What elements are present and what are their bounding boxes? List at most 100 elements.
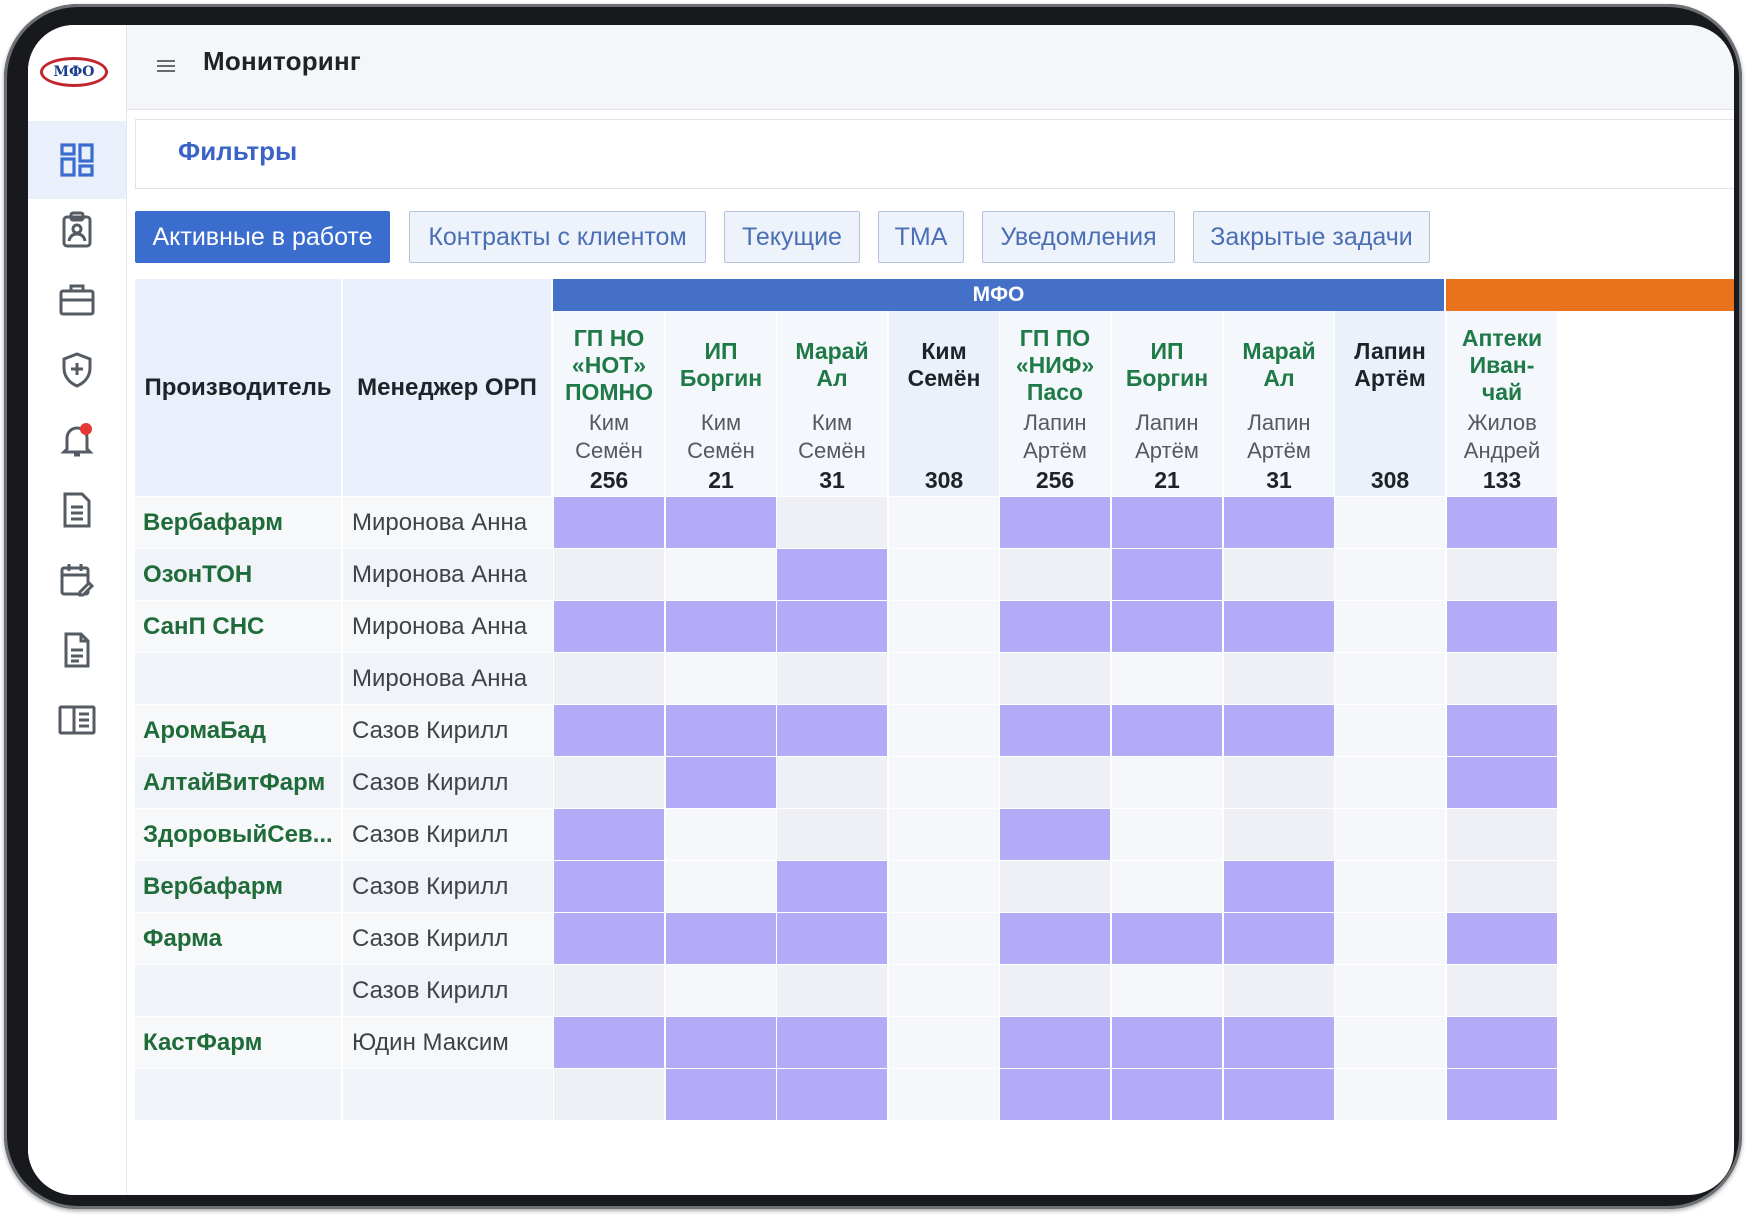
column-header[interactable]: Ким Семён 308 [888, 311, 999, 496]
status-cell[interactable] [1447, 757, 1557, 808]
column-header[interactable]: Марай Ал Лапин Артём 31 [1223, 311, 1334, 496]
status-cell[interactable] [1112, 549, 1222, 600]
status-cell[interactable] [666, 757, 776, 808]
status-cell[interactable] [777, 965, 887, 1016]
sidebar-item-reports[interactable] [28, 611, 126, 689]
status-cell[interactable] [1000, 497, 1110, 548]
status-cell[interactable] [1000, 705, 1110, 756]
status-cell[interactable] [1224, 601, 1334, 652]
status-cell[interactable] [1112, 705, 1222, 756]
status-cell[interactable] [1000, 1017, 1110, 1068]
header-manager[interactable]: Менеджер ОРП [343, 279, 551, 496]
status-cell[interactable] [1335, 1069, 1445, 1120]
status-cell[interactable] [554, 913, 664, 964]
menu-icon[interactable] [155, 55, 177, 77]
status-cell[interactable] [1447, 913, 1557, 964]
status-cell[interactable] [554, 757, 664, 808]
status-cell[interactable] [666, 1069, 776, 1120]
status-cell[interactable] [1000, 601, 1110, 652]
sidebar-item-portfolio[interactable] [28, 261, 126, 339]
column-header[interactable]: Аптеки Иван- чай Жилов Андрей 133 [1446, 311, 1557, 496]
status-cell[interactable] [1112, 1069, 1222, 1120]
status-cell[interactable] [1335, 965, 1445, 1016]
status-cell[interactable] [1447, 861, 1557, 912]
status-cell[interactable] [666, 601, 776, 652]
status-cell[interactable] [1447, 653, 1557, 704]
column-header[interactable]: ИП Боргин Лапин Артём 21 [1111, 311, 1222, 496]
status-cell[interactable] [554, 653, 664, 704]
status-cell[interactable] [889, 497, 999, 548]
filters-panel[interactable]: Фильтры [135, 119, 1734, 189]
producer-name[interactable]: Фарма [135, 913, 341, 965]
status-cell[interactable] [554, 861, 664, 912]
tab-contracts[interactable]: Контракты с клиентом [409, 211, 706, 263]
status-cell[interactable] [666, 653, 776, 704]
status-cell[interactable] [777, 601, 887, 652]
status-cell[interactable] [666, 913, 776, 964]
producer-name[interactable]: КастФарм [135, 1017, 341, 1069]
status-cell[interactable] [1335, 653, 1445, 704]
producer-name[interactable]: АромаБад [135, 705, 341, 757]
status-cell[interactable] [889, 1069, 999, 1120]
producer-name[interactable]: Вербафарм [135, 861, 341, 913]
column-header[interactable]: ГП ПО «НИФ» Пасо Лапин Артём 256 [999, 311, 1110, 496]
producer-name[interactable] [135, 653, 341, 705]
filters-toggle[interactable]: Фильтры [178, 136, 298, 166]
status-cell[interactable] [889, 549, 999, 600]
status-cell[interactable] [777, 653, 887, 704]
status-cell[interactable] [554, 497, 664, 548]
status-cell[interactable] [554, 705, 664, 756]
status-cell[interactable] [889, 653, 999, 704]
status-cell[interactable] [554, 601, 664, 652]
status-cell[interactable] [1224, 1017, 1334, 1068]
status-cell[interactable] [1224, 1069, 1334, 1120]
status-cell[interactable] [1224, 861, 1334, 912]
status-cell[interactable] [1447, 549, 1557, 600]
status-cell[interactable] [1447, 1017, 1557, 1068]
status-cell[interactable] [777, 497, 887, 548]
tab-current[interactable]: Текущие [724, 211, 860, 263]
status-cell[interactable] [1112, 653, 1222, 704]
status-cell[interactable] [1000, 861, 1110, 912]
status-cell[interactable] [1000, 549, 1110, 600]
status-cell[interactable] [777, 757, 887, 808]
producer-name[interactable]: АлтайВитФарм [135, 757, 341, 809]
status-cell[interactable] [554, 549, 664, 600]
sidebar-item-calendar[interactable] [28, 541, 126, 619]
tab-closed[interactable]: Закрытые задачи [1193, 211, 1430, 263]
status-cell[interactable] [1447, 601, 1557, 652]
tab-notifications[interactable]: Уведомления [982, 211, 1175, 263]
status-cell[interactable] [889, 809, 999, 860]
status-cell[interactable] [1335, 601, 1445, 652]
status-cell[interactable] [777, 549, 887, 600]
tab-tma[interactable]: ТМА [878, 211, 964, 263]
producer-name[interactable]: Вербафарм [135, 497, 341, 549]
status-cell[interactable] [889, 601, 999, 652]
status-cell[interactable] [1224, 653, 1334, 704]
status-cell[interactable] [1224, 705, 1334, 756]
column-header[interactable]: Марай Ал Ким Семён 31 [776, 311, 887, 496]
column-header[interactable]: ИП Боргин Ким Семён 21 [665, 311, 776, 496]
status-cell[interactable] [777, 1069, 887, 1120]
status-cell[interactable] [1335, 497, 1445, 548]
sidebar-item-documents[interactable] [28, 471, 126, 549]
status-cell[interactable] [1335, 705, 1445, 756]
status-cell[interactable] [1224, 913, 1334, 964]
status-cell[interactable] [1112, 601, 1222, 652]
status-cell[interactable] [1112, 913, 1222, 964]
status-cell[interactable] [1335, 1017, 1445, 1068]
column-header[interactable]: Лапин Артём 308 [1334, 311, 1445, 496]
header-producer[interactable]: Производитель [135, 279, 341, 496]
status-cell[interactable] [666, 965, 776, 1016]
status-cell[interactable] [666, 809, 776, 860]
sidebar-item-clients[interactable] [28, 191, 126, 269]
sidebar-item-insurance[interactable] [28, 331, 126, 409]
status-cell[interactable] [554, 809, 664, 860]
producer-name[interactable] [135, 1069, 341, 1121]
status-cell[interactable] [666, 1017, 776, 1068]
status-cell[interactable] [889, 757, 999, 808]
status-cell[interactable] [1447, 965, 1557, 1016]
status-cell[interactable] [889, 705, 999, 756]
status-cell[interactable] [1224, 965, 1334, 1016]
status-cell[interactable] [889, 965, 999, 1016]
